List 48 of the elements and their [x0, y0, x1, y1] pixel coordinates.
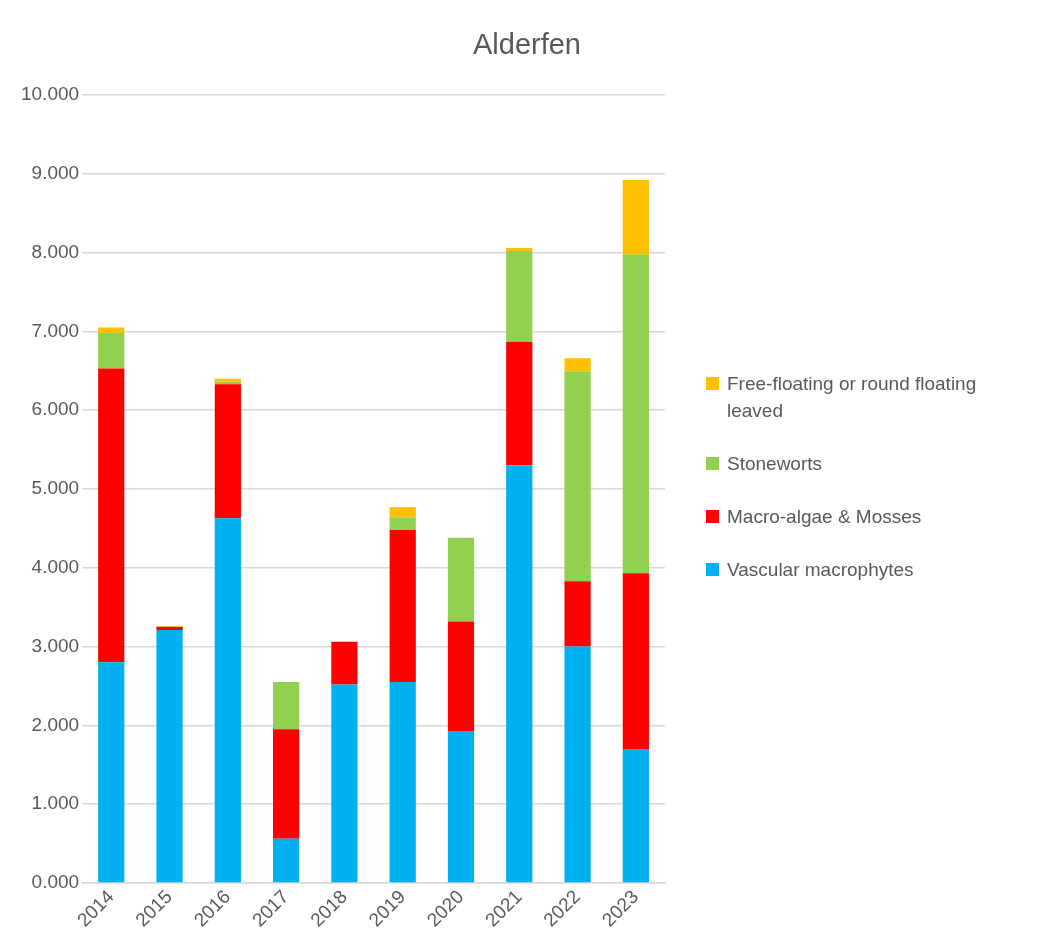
bar [506, 341, 533, 466]
bar [447, 730, 475, 883]
y-tick-label: 4.000 [31, 556, 80, 578]
bar [273, 838, 300, 883]
bar [389, 517, 416, 530]
bar [98, 327, 125, 333]
bar [506, 251, 533, 342]
y-tick-label: 6.000 [31, 398, 80, 420]
bar [564, 646, 591, 883]
y-tick-label: 8.000 [31, 240, 80, 262]
bar [214, 518, 241, 883]
legend-label: Stoneworts [727, 452, 823, 476]
bar [506, 465, 533, 883]
bar [389, 507, 416, 518]
y-tick-label: 9.000 [31, 162, 80, 184]
bar [331, 641, 358, 685]
y-tick-label: 10.000 [20, 83, 80, 105]
bar [156, 630, 183, 883]
bar [447, 537, 475, 622]
bar [331, 684, 358, 883]
bar [273, 682, 300, 730]
bar [564, 581, 591, 647]
y-tick-label: 2.000 [31, 713, 80, 735]
bar [622, 180, 649, 255]
y-tick-label: 5.000 [31, 477, 80, 499]
y-tick-label: 7.000 [31, 319, 80, 341]
bar [447, 621, 475, 731]
bar [156, 626, 183, 631]
bar [214, 384, 241, 519]
bar [564, 358, 591, 372]
bar [98, 662, 125, 883]
bar [622, 254, 649, 574]
bar [506, 247, 533, 252]
bar [564, 371, 591, 582]
bar [273, 729, 300, 839]
bar [622, 573, 649, 750]
y-tick-label: 1.000 [31, 792, 80, 814]
bar [622, 749, 649, 883]
legend-label: Vascular macrophytes [727, 558, 914, 582]
bar [98, 368, 125, 663]
legend-label: Macro-algae & Mosses [727, 505, 922, 529]
y-tick-label: 0.000 [31, 871, 80, 893]
y-tick-label: 3.000 [31, 634, 80, 656]
bar [98, 332, 125, 369]
chart-title: Alderfen [472, 28, 582, 61]
bar [389, 529, 416, 683]
legend-label: Free-floating or round floating leaved [727, 372, 978, 423]
bar [389, 682, 416, 883]
